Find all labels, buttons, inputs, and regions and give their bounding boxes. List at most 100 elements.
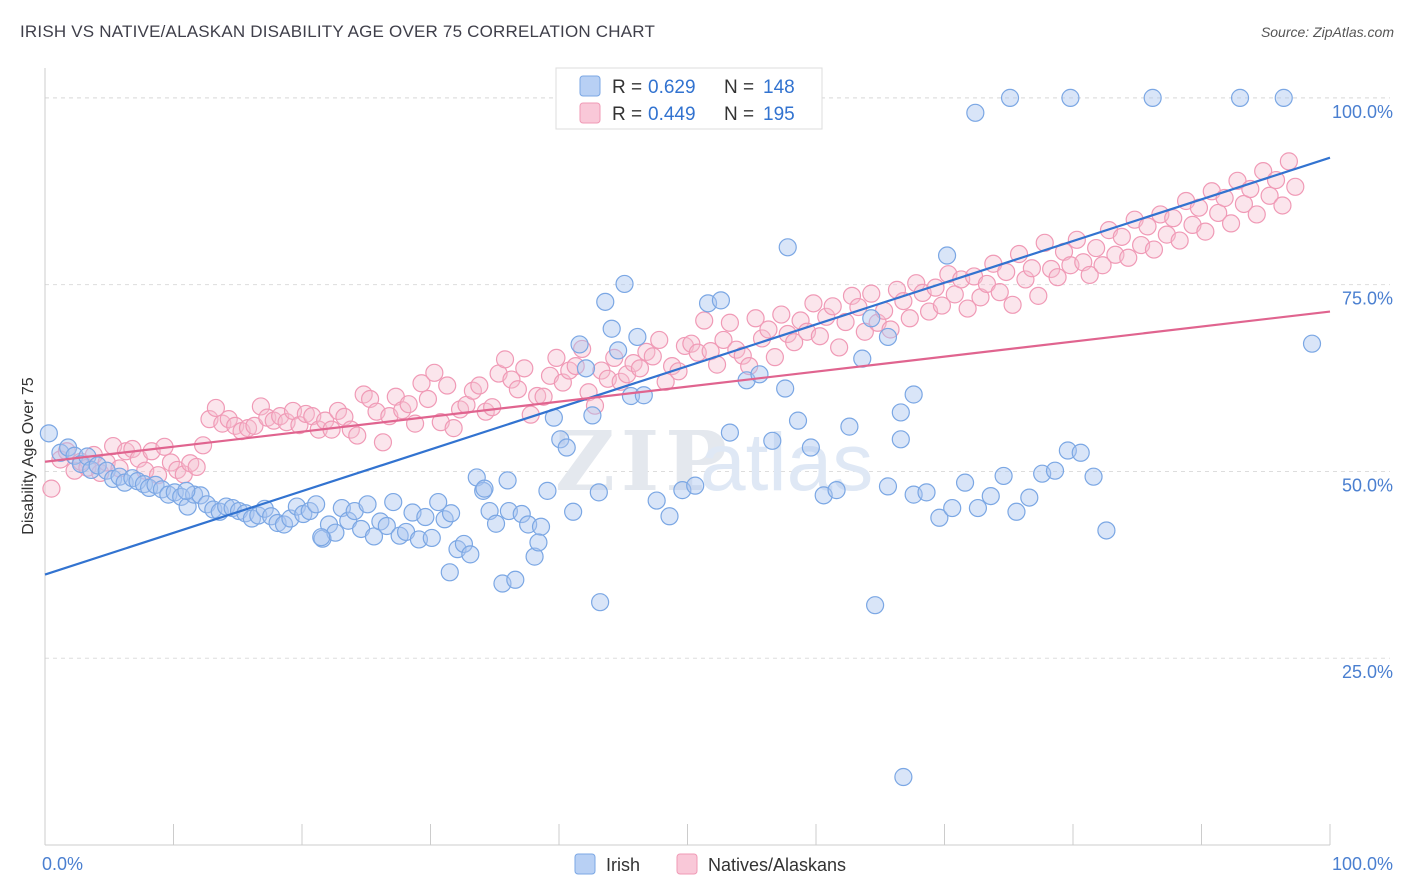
natives-point bbox=[746, 309, 765, 328]
irish-point bbox=[930, 508, 949, 527]
irish-point bbox=[788, 411, 808, 430]
irish-point bbox=[525, 547, 544, 566]
natives-point bbox=[425, 363, 444, 382]
natives-point bbox=[219, 410, 238, 429]
irish-point bbox=[307, 495, 326, 514]
natives-point bbox=[470, 376, 489, 395]
irish-point bbox=[39, 424, 58, 443]
irish-point bbox=[943, 498, 962, 518]
natives-point bbox=[1087, 238, 1106, 258]
irish-point bbox=[801, 438, 820, 457]
trend-lines bbox=[44, 156, 1331, 576]
irish-point bbox=[570, 335, 589, 354]
natives-point bbox=[630, 359, 650, 378]
natives-trend-line bbox=[44, 310, 1331, 463]
irish-point bbox=[609, 341, 628, 360]
natives-point bbox=[1016, 270, 1035, 289]
y-axis-label: Disability Age Over 75 bbox=[20, 377, 37, 535]
natives-point bbox=[1247, 205, 1266, 224]
irish-point bbox=[557, 438, 576, 457]
irish-point bbox=[878, 327, 898, 347]
natives-bottom-swatch bbox=[676, 853, 698, 875]
natives-point bbox=[1093, 256, 1112, 275]
irish-point bbox=[660, 507, 679, 526]
irish-point bbox=[576, 359, 596, 378]
natives-point bbox=[42, 479, 61, 498]
natives-point bbox=[245, 416, 264, 435]
natives-point bbox=[881, 320, 900, 339]
natives-point bbox=[990, 283, 1009, 302]
y-tick-label: 25.0% bbox=[1342, 662, 1393, 682]
natives-point bbox=[373, 433, 393, 452]
irish-point bbox=[339, 511, 358, 530]
natives-point bbox=[161, 453, 181, 472]
irish-n-label: N = bbox=[724, 77, 754, 98]
irish-point bbox=[591, 593, 610, 612]
irish-point bbox=[647, 491, 666, 510]
irish-point bbox=[177, 481, 196, 500]
grid-lines bbox=[45, 97, 1390, 659]
natives-n-value: 195 bbox=[763, 104, 795, 125]
natives-point bbox=[1196, 222, 1215, 241]
irish-point bbox=[1097, 521, 1116, 540]
natives-legend-swatch bbox=[579, 102, 601, 124]
irish-point bbox=[326, 523, 345, 542]
irish-point bbox=[628, 327, 647, 347]
irish-point bbox=[529, 533, 548, 552]
irish-point bbox=[937, 246, 957, 265]
irish-point bbox=[475, 479, 494, 498]
natives-point bbox=[206, 398, 226, 418]
irish-point bbox=[763, 431, 782, 450]
irish-point bbox=[1020, 488, 1039, 507]
irish-point bbox=[1143, 88, 1162, 107]
irish-trend-line bbox=[44, 156, 1331, 576]
irish-bottom-label: Irish bbox=[606, 855, 640, 875]
irish-point bbox=[249, 506, 268, 525]
natives-point bbox=[290, 416, 309, 435]
chart-title: IRISH VS NATIVE/ALASKAN DISABILITY AGE O… bbox=[20, 22, 656, 41]
irish-point bbox=[862, 309, 881, 328]
irish-point bbox=[88, 456, 107, 475]
chart-source: Source: ZipAtlas.com bbox=[1260, 24, 1394, 40]
natives-point bbox=[1029, 286, 1048, 305]
irish-point bbox=[827, 481, 846, 500]
x-tick-label-min: 0.0% bbox=[42, 854, 83, 874]
irish-point bbox=[981, 486, 1000, 506]
irish-point bbox=[416, 507, 435, 527]
irish-point bbox=[878, 477, 898, 496]
natives-point bbox=[1022, 259, 1041, 278]
axes bbox=[44, 68, 1331, 846]
irish-point bbox=[1302, 334, 1322, 353]
irish-point bbox=[1007, 502, 1026, 521]
natives-point bbox=[251, 397, 270, 416]
natives-series bbox=[42, 152, 1305, 498]
irish-point bbox=[1274, 88, 1293, 107]
irish-point bbox=[776, 379, 795, 398]
irish-point bbox=[123, 469, 142, 488]
tick-labels: 0.0% 100.0% 25.0% 50.0% 75.0% 100.0% bbox=[42, 102, 1393, 874]
irish-point bbox=[840, 417, 859, 436]
natives-point bbox=[842, 286, 862, 305]
irish-n-value: 148 bbox=[763, 77, 795, 98]
irish-point bbox=[358, 495, 377, 514]
irish-point bbox=[1071, 443, 1090, 462]
natives-point bbox=[412, 374, 431, 393]
natives-point bbox=[1144, 240, 1164, 259]
irish-bottom-swatch bbox=[574, 853, 596, 875]
irish-point bbox=[778, 238, 797, 257]
natives-point bbox=[785, 333, 804, 352]
natives-point bbox=[836, 312, 855, 332]
natives-point bbox=[772, 305, 791, 324]
natives-point bbox=[932, 296, 952, 315]
irish-point bbox=[917, 483, 936, 502]
irish-point bbox=[531, 517, 551, 536]
series-legend: Irish Natives/Alaskans bbox=[574, 853, 846, 875]
natives-point bbox=[495, 350, 515, 369]
natives-r-value: 0.449 bbox=[648, 104, 696, 125]
natives-point bbox=[1286, 177, 1305, 196]
natives-point bbox=[547, 348, 566, 367]
natives-point bbox=[765, 348, 784, 367]
irish-point bbox=[711, 291, 731, 310]
natives-point bbox=[444, 419, 463, 438]
natives-point bbox=[997, 262, 1016, 282]
